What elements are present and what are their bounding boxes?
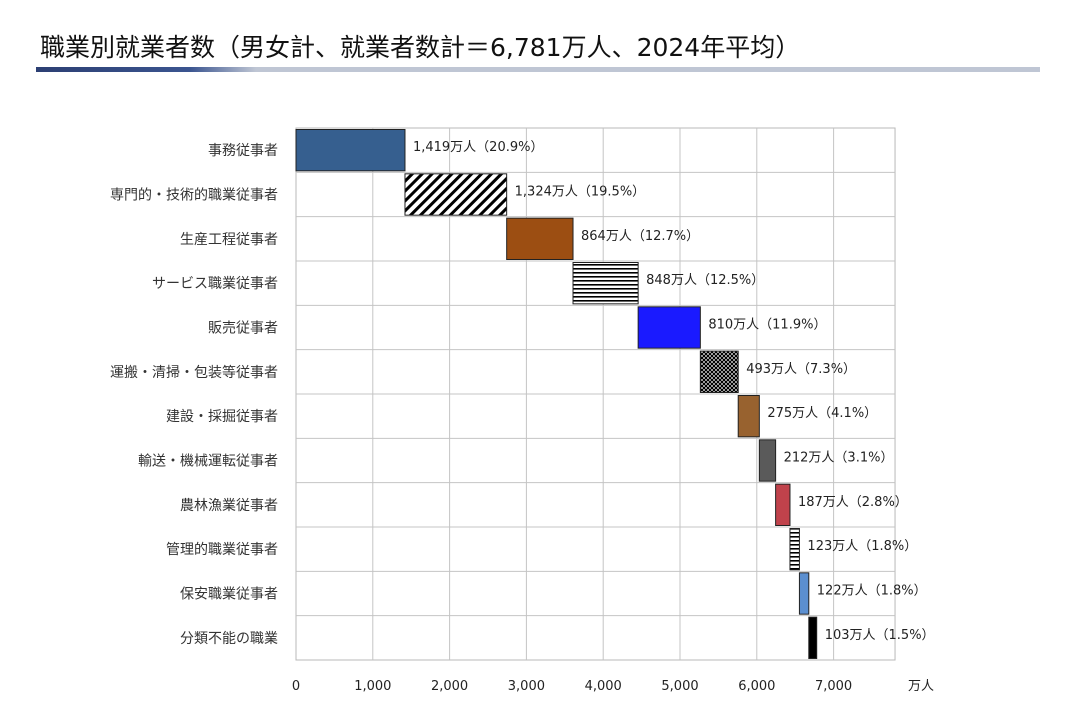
value-label: 187万人（2.8%） [798, 495, 908, 510]
value-label: 493万人（7.3%） [746, 362, 856, 377]
category-label: 事務従事者 [208, 143, 278, 159]
title-underline-accent [36, 67, 256, 72]
value-label: 1,419万人（20.9%） [413, 140, 544, 155]
category-label: 保安職業従事者 [180, 587, 278, 603]
x-tick-label: 6,000 [738, 679, 775, 694]
x-tick-label: 3,000 [508, 679, 545, 694]
category-label: 農林漁業従事者 [180, 498, 278, 514]
category-label: 管理的職業従事者 [166, 542, 278, 558]
bar [775, 483, 791, 526]
value-label: 848万人（12.5%） [646, 273, 764, 288]
bar [404, 173, 508, 216]
bar [572, 262, 639, 305]
bar [737, 395, 760, 438]
bar [637, 306, 701, 349]
value-labels: 1,419万人（20.9%） 1,324万人（19.5%） 864万人（12.7%）… [413, 140, 935, 643]
value-label: 123万人（1.8%） [807, 539, 917, 554]
value-label: 212万人（3.1%） [784, 451, 894, 466]
bar [699, 350, 739, 393]
title-underline [36, 67, 1040, 72]
category-label: 生産工程従事者 [180, 232, 278, 248]
x-tick-label: 0 [292, 679, 300, 694]
category-label: サービス職業従事者 [152, 276, 278, 292]
category-labels: 事務従事者専門的・技術的職業従事者生産工程従事者サービス職業従事者販売従事者運搬… [110, 143, 278, 647]
bar [758, 439, 777, 482]
x-tick-label: 7,000 [815, 679, 852, 694]
value-label: 122万人（1.8%） [817, 584, 927, 599]
x-tick-label: 5,000 [661, 679, 698, 694]
bar [798, 572, 810, 615]
category-label: 建設・採掘従事者 [166, 409, 278, 425]
x-tick-label: 1,000 [354, 679, 391, 694]
x-unit-label: 万人 [908, 679, 934, 694]
category-label: 専門的・技術的職業従事者 [110, 188, 278, 204]
bar [295, 129, 406, 172]
page-title: 職業別就業者数（男女計、就業者数計＝6,781万人、2024年平均） [40, 33, 801, 62]
category-label: 輸送・機械運転従事者 [138, 454, 278, 470]
value-label: 810万人（11.9%） [708, 318, 826, 333]
bar [506, 217, 574, 261]
category-label: 販売従事者 [208, 321, 278, 337]
value-label: 1,324万人（19.5%） [515, 185, 646, 200]
grid [295, 127, 896, 661]
value-label: 103万人（1.5%） [825, 628, 935, 643]
x-tick-label: 2,000 [431, 679, 468, 694]
bar [789, 528, 800, 571]
value-label: 275万人（4.1%） [767, 406, 877, 421]
bar [808, 616, 818, 660]
category-label: 分類不能の職業 [180, 631, 278, 647]
bars [295, 129, 818, 660]
x-tick-label: 4,000 [585, 679, 622, 694]
value-label: 864万人（12.7%） [581, 229, 699, 244]
x-axis-ticks: 0 1,000 2,000 3,000 4,000 5,000 6,000 7,000 万人 [292, 679, 934, 694]
category-label: 運搬・清掃・包装等従事者 [110, 364, 278, 381]
